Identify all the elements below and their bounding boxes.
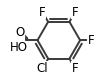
Text: O: O [15,26,24,39]
Text: Cl: Cl [37,62,48,75]
Text: F: F [88,34,95,47]
Text: F: F [39,6,46,19]
Text: HO: HO [10,41,28,54]
Text: F: F [72,62,78,75]
Text: F: F [72,6,78,19]
